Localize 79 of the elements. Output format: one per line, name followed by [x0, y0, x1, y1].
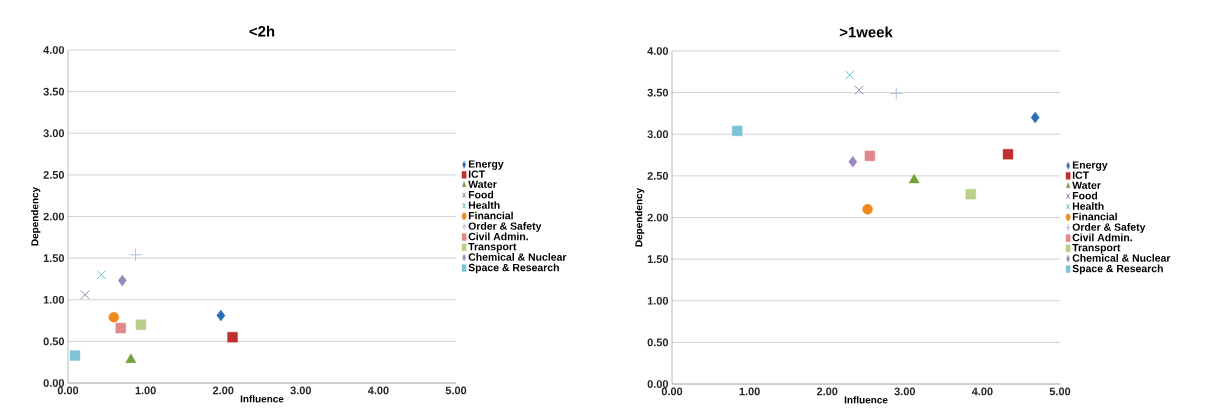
legend-label: Chemical & Nuclear	[1072, 254, 1171, 262]
point	[125, 353, 137, 363]
point	[69, 350, 81, 361]
legend-label: Order & Safety	[1072, 223, 1146, 233]
legend-label: ICT	[1072, 171, 1089, 179]
y-tick-label: 0.50	[43, 337, 65, 346]
legend-label: Food	[468, 190, 494, 199]
x-tick-label: 5.00	[1049, 387, 1071, 396]
point	[848, 156, 858, 168]
legend-label: Energy	[468, 160, 504, 170]
y-tick-label: 4.00	[43, 46, 65, 54]
point	[216, 309, 226, 322]
x-axis-title: Influence	[844, 396, 888, 404]
legend-label: Order & Safety	[468, 222, 542, 232]
point	[845, 70, 855, 80]
legend-label: Civil Admin.	[1072, 233, 1132, 242]
y-tick-label: 1.50	[43, 254, 65, 263]
x-tick-label: 0.00	[661, 387, 683, 396]
x-axis-title: Influence	[240, 395, 284, 403]
legend-label: Civil Admin.	[468, 232, 528, 241]
point	[854, 85, 864, 95]
chart-title: >1week	[839, 26, 893, 38]
legend-label: Water	[1072, 181, 1101, 189]
point	[908, 173, 920, 184]
y-tick-label: 3.00	[647, 130, 669, 139]
y-tick-label: 0.50	[647, 338, 669, 347]
y-tick-label: 1.00	[43, 295, 65, 304]
y-tick-label: 2.50	[647, 172, 669, 180]
y-tick-label: 2.50	[43, 171, 65, 179]
legend-label: Water	[468, 180, 497, 188]
legend-label: Transport	[468, 243, 517, 253]
legend-label: Chemical & Nuclear	[468, 253, 567, 261]
y-tick-label: 2.00	[43, 212, 65, 221]
legend-label: Financial	[1072, 212, 1117, 221]
legend-label: Financial	[468, 211, 513, 220]
y-tick-label: 4.00	[647, 47, 669, 55]
x-tick-label: 5.00	[445, 386, 467, 395]
x-tick-label: 3.00	[894, 387, 916, 396]
y-tick-label: 3.50	[43, 87, 65, 96]
point	[1030, 111, 1040, 124]
point	[108, 312, 119, 323]
y-tick-label: 1.50	[647, 255, 669, 264]
x-tick-label: 0.00	[57, 386, 79, 395]
y-axis-title: Dependency	[31, 186, 41, 246]
x-tick-label: 2.00	[816, 387, 838, 396]
legend-label: Health	[1072, 202, 1104, 210]
point	[1002, 149, 1014, 160]
point	[889, 87, 903, 100]
x-tick-label: 3.00	[290, 386, 312, 395]
legend-label: Space & Research	[1072, 264, 1163, 275]
y-tick-label: 3.00	[43, 129, 65, 138]
point	[732, 125, 743, 137]
y-tick-label: 0.00	[43, 379, 65, 387]
x-tick-label: 1.00	[135, 386, 156, 395]
y-axis-title: Dependency	[635, 187, 645, 247]
legend-label: Energy	[1072, 161, 1108, 171]
legend-label: Food	[1072, 191, 1098, 200]
chart-title: <2h	[249, 25, 275, 37]
y-tick-label: 1.00	[647, 296, 669, 305]
legend-label: ICT	[468, 170, 485, 178]
point	[965, 189, 976, 200]
y-tick-label: 0.00	[647, 380, 669, 388]
point	[135, 319, 147, 330]
legend-label: Health	[468, 201, 500, 209]
point	[227, 332, 238, 343]
point	[96, 270, 106, 280]
y-tick-label: 3.50	[647, 88, 669, 97]
x-tick-label: 4.00	[971, 387, 993, 396]
legend-label: Transport	[1072, 244, 1121, 254]
x-tick-label: 1.00	[739, 387, 760, 396]
point	[129, 248, 142, 262]
x-tick-label: 2.00	[212, 386, 234, 395]
point	[862, 203, 873, 215]
point	[80, 290, 90, 300]
legend-label: Space & Research	[468, 263, 559, 274]
x-tick-label: 4.00	[367, 386, 389, 395]
point	[115, 322, 126, 334]
y-tick-label: 2.00	[647, 213, 669, 222]
point	[864, 150, 876, 162]
